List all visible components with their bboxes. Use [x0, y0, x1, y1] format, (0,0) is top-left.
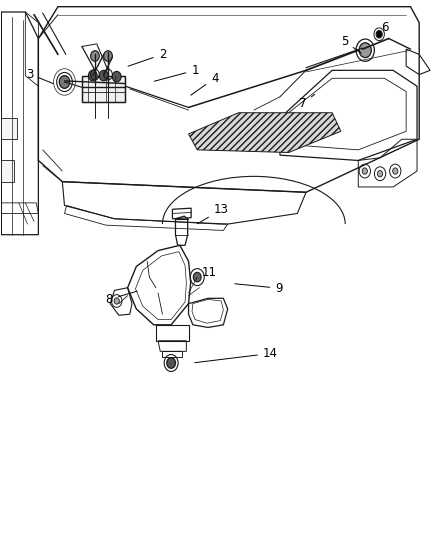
Circle shape [91, 51, 99, 61]
Text: 9: 9 [235, 282, 283, 295]
Circle shape [167, 358, 176, 368]
Text: 6: 6 [378, 21, 389, 36]
Text: 14: 14 [195, 347, 278, 362]
Circle shape [113, 71, 121, 82]
Circle shape [376, 30, 382, 38]
Text: 7: 7 [299, 94, 315, 110]
Circle shape [99, 70, 108, 81]
Text: 5: 5 [341, 35, 361, 53]
Text: 13: 13 [198, 203, 229, 224]
Text: 2: 2 [128, 48, 166, 66]
Text: 3: 3 [26, 68, 53, 84]
Circle shape [59, 76, 70, 88]
Circle shape [114, 298, 119, 304]
Circle shape [193, 272, 201, 282]
Polygon shape [1, 160, 14, 182]
Circle shape [362, 168, 367, 174]
Circle shape [104, 51, 113, 61]
Circle shape [88, 70, 97, 81]
Text: 11: 11 [196, 266, 217, 279]
Circle shape [392, 168, 398, 174]
Polygon shape [82, 76, 125, 102]
Circle shape [378, 171, 383, 177]
Polygon shape [188, 113, 341, 152]
Polygon shape [1, 118, 17, 139]
Text: 1: 1 [154, 64, 199, 81]
Text: 4: 4 [191, 72, 219, 95]
Text: 8: 8 [106, 291, 137, 306]
Circle shape [359, 43, 371, 58]
